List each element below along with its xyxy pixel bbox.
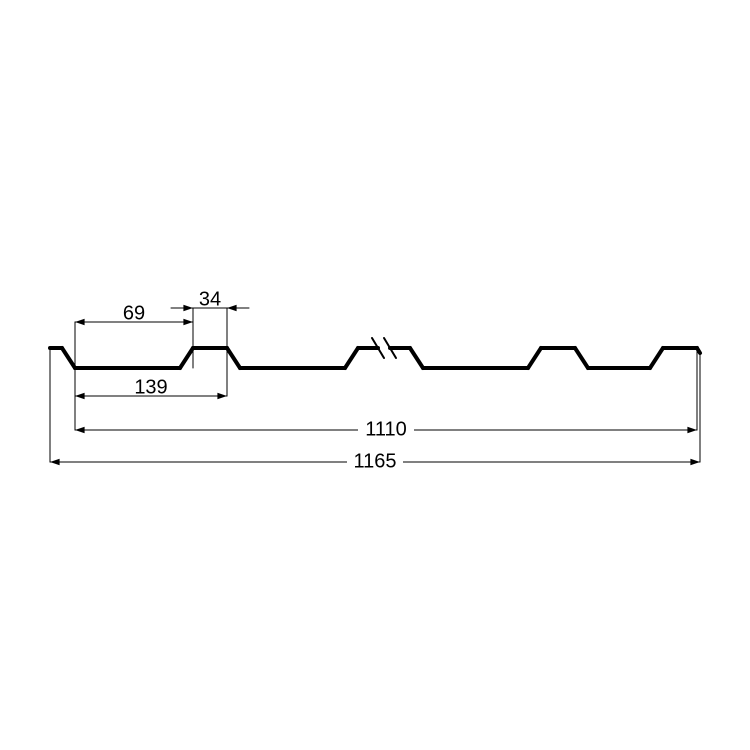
- arrowhead-icon: [227, 305, 237, 312]
- dim-1110: 1110: [75, 348, 697, 442]
- arrowhead-icon: [183, 319, 193, 326]
- arrowhead-icon: [687, 427, 697, 434]
- dim-139: 139: [75, 348, 227, 399]
- profile-cross-section-diagram: 69 34 139 1110 1165: [0, 0, 750, 750]
- profile-outline: [50, 348, 700, 368]
- dimension-set: 69 34 139 1110 1165: [50, 288, 700, 474]
- dim-1110-label: 1110: [365, 418, 407, 440]
- arrowhead-icon: [50, 459, 60, 466]
- arrowhead-icon: [75, 427, 85, 434]
- arrowhead-icon: [217, 393, 227, 400]
- dim-139-label: 139: [134, 376, 167, 398]
- arrowhead-icon: [690, 459, 700, 466]
- arrowhead-icon: [75, 319, 85, 326]
- arrowhead-icon: [183, 305, 193, 312]
- arrowhead-icon: [75, 393, 85, 400]
- dim-69-label: 69: [123, 302, 145, 324]
- dim-34: 34: [171, 288, 249, 348]
- dim-69: 69: [75, 302, 193, 368]
- dim-1165-label: 1165: [353, 450, 396, 472]
- dim-34-label: 34: [199, 288, 221, 310]
